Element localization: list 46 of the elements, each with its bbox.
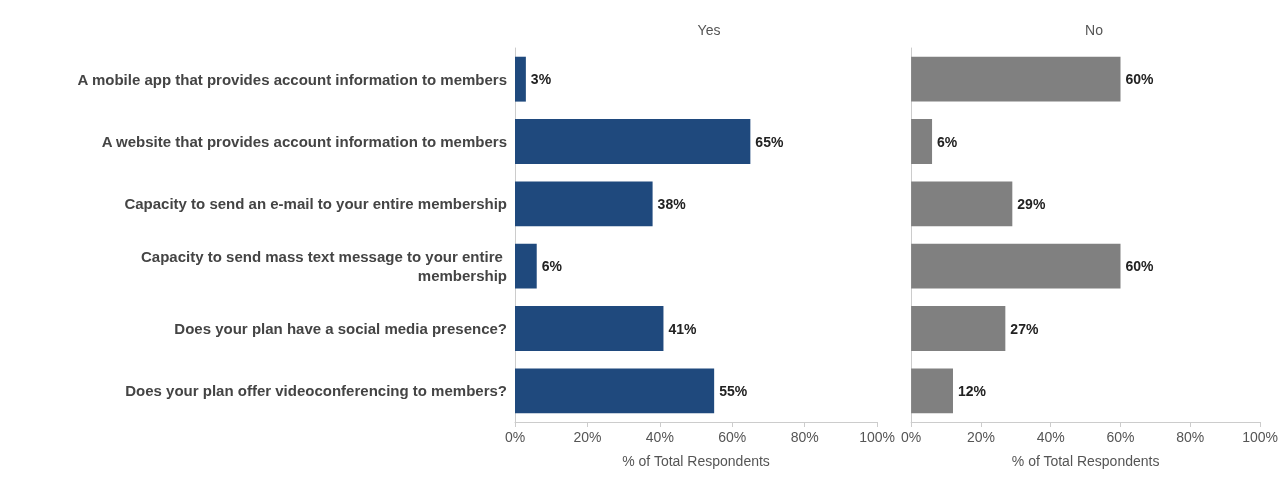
data-label: 65% bbox=[755, 133, 784, 150]
data-label: 41% bbox=[668, 320, 698, 337]
x-tick-label: 40% bbox=[645, 429, 674, 445]
data-label: 12% bbox=[957, 382, 987, 399]
bar bbox=[515, 181, 653, 227]
y-tick-label: Capacity to send an e-mail to your entire membership bbox=[124, 195, 507, 213]
x-tick-label: 40% bbox=[1036, 429, 1065, 445]
bar bbox=[911, 306, 1006, 351]
bar bbox=[911, 181, 1013, 227]
data-label: 3% bbox=[530, 71, 552, 88]
y-tick-label: Does your plan have a social media presence? bbox=[174, 320, 507, 337]
data-label: 6% bbox=[541, 258, 563, 275]
x-axis-title: % of Total Respondents bbox=[622, 453, 770, 469]
bar bbox=[911, 368, 953, 414]
data-label: 55% bbox=[719, 382, 748, 399]
data-label: 60% bbox=[1125, 258, 1155, 275]
y-tick-label: Does your plan offer videoconferencing to members? bbox=[125, 382, 507, 400]
bar bbox=[911, 243, 1121, 289]
x-tick-label: 80% bbox=[790, 429, 819, 445]
y-tick-label: Capacity to send mass text message to your entire membership bbox=[141, 248, 507, 285]
bar bbox=[515, 306, 664, 351]
data-label: 27% bbox=[1010, 320, 1039, 337]
chart-title: No bbox=[1085, 22, 1104, 38]
y-tick-label: A website that provides account information to members bbox=[101, 133, 507, 150]
x-tick-label: 80% bbox=[1176, 429, 1205, 445]
x-tick-label: 60% bbox=[718, 429, 747, 445]
bar bbox=[515, 368, 715, 414]
bar bbox=[515, 119, 751, 164]
data-label: 29% bbox=[1017, 195, 1046, 212]
bar bbox=[911, 119, 933, 164]
x-axis-title: % of Total Respondents bbox=[1011, 453, 1160, 469]
data-label: 6% bbox=[937, 133, 958, 150]
x-tick-label: 0% bbox=[504, 429, 526, 445]
x-tick-label: 60% bbox=[1106, 429, 1135, 445]
data-label: 60% bbox=[1125, 71, 1155, 88]
y-tick-label: A mobile app that provides account information to members bbox=[77, 70, 507, 88]
x-tick-label: 100% bbox=[859, 429, 895, 445]
chart-title: Yes bbox=[697, 22, 721, 38]
bar bbox=[515, 56, 526, 102]
x-tick-label: 20% bbox=[966, 429, 995, 445]
x-tick-label: 0% bbox=[901, 429, 922, 445]
bar bbox=[515, 243, 537, 289]
x-tick-label: 100% bbox=[1242, 429, 1278, 445]
data-label: 38% bbox=[657, 195, 687, 212]
bar bbox=[911, 56, 1121, 102]
x-tick-label: 20% bbox=[573, 429, 602, 445]
